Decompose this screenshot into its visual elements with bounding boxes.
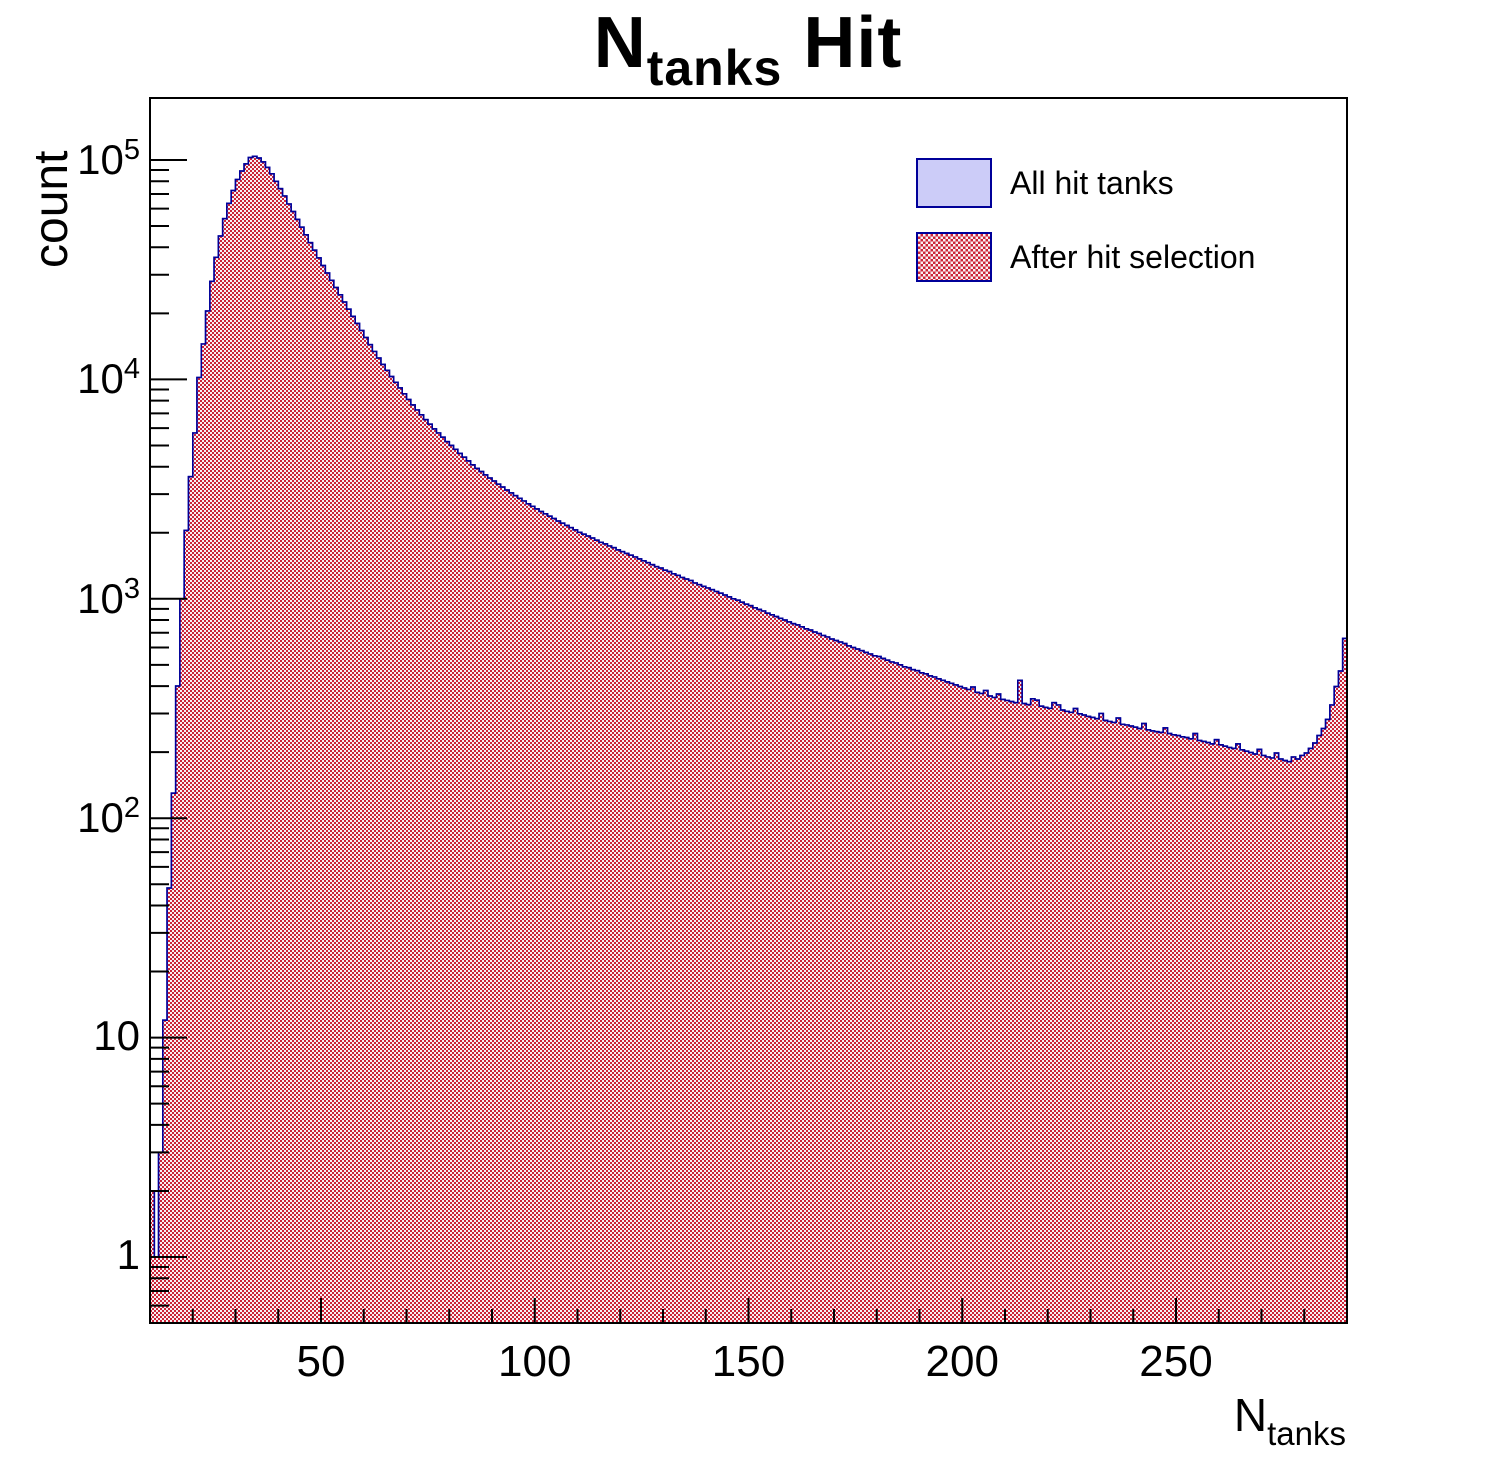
title-subscript: tanks bbox=[646, 40, 783, 96]
y-tick-label: 102 bbox=[77, 792, 140, 842]
y-tick-label: 103 bbox=[77, 572, 140, 622]
x-tick-label: 150 bbox=[711, 1337, 786, 1386]
x-tick-label: 250 bbox=[1139, 1337, 1213, 1386]
title-main: N bbox=[593, 3, 647, 83]
y-tick-label: 10 bbox=[93, 1011, 140, 1059]
legend-entry-selected: After hit selection bbox=[916, 232, 1336, 282]
series-after-hit-selection bbox=[149, 155, 1348, 1324]
histogram-series bbox=[149, 155, 1348, 1324]
x-tick-label: 50 bbox=[296, 1337, 346, 1386]
page-title: Ntanks Hit bbox=[0, 2, 1496, 97]
legend-label-all-hit-tanks: All hit tanks bbox=[1010, 165, 1174, 201]
legend-entry-all: All hit tanks bbox=[916, 158, 1336, 208]
legend-label-after-hit-selection: After hit selection bbox=[1010, 239, 1256, 275]
x-axis-title-main: N bbox=[1233, 1389, 1268, 1441]
legend-swatch-all-hit-tanks bbox=[916, 158, 992, 208]
y-tick-label: 105 bbox=[77, 134, 140, 183]
y-tick-label: 1 bbox=[116, 1231, 140, 1278]
x-axis-title: Ntanks bbox=[1234, 1388, 1346, 1453]
y-tick-label: 104 bbox=[77, 353, 140, 403]
x-tick-label: 200 bbox=[925, 1337, 999, 1386]
title-rest: Hit bbox=[782, 3, 903, 83]
axis-ticks bbox=[151, 159, 1306, 1322]
plot-frame bbox=[149, 97, 1348, 1324]
x-tick-label: 100 bbox=[498, 1337, 572, 1386]
x-axis-title-subscript: tanks bbox=[1267, 1415, 1346, 1452]
legend-swatch-after-hit-selection bbox=[916, 232, 992, 282]
